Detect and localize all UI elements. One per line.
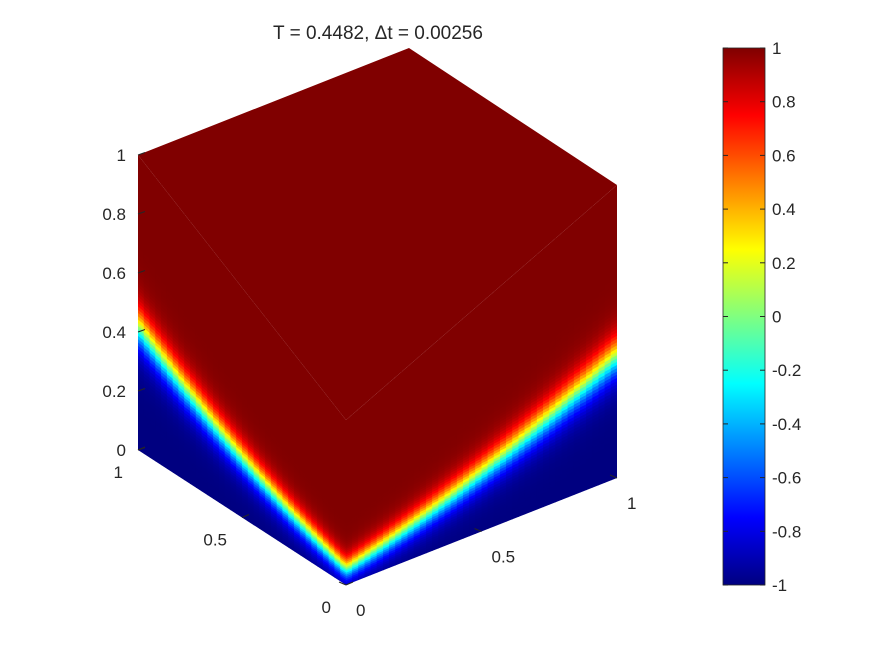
surface-cube: [138, 48, 618, 586]
chart-title: T = 0.4482, Δt = 0.00256: [273, 23, 483, 44]
